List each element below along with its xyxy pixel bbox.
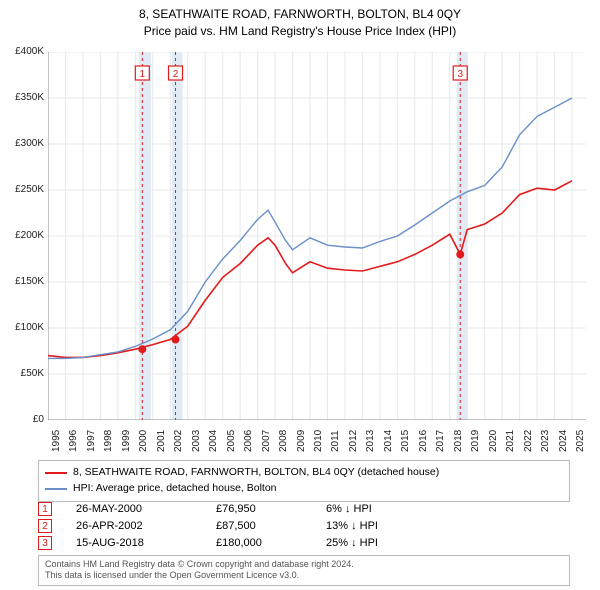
event-row: 3 15-AUG-2018£180,00025% ↓ HPI [38,536,570,550]
x-tick-label: 2009 [296,430,307,452]
y-tick-label: £0 [0,414,44,425]
x-tick-label: 1996 [68,430,79,452]
event-delta: 6% ↓ HPI [326,503,372,515]
title-block: 8, SEATHWAITE ROAD, FARNWORTH, BOLTON, B… [0,0,600,40]
x-tick-label: 2023 [540,430,551,452]
event-date: 26-APR-2002 [76,520,216,532]
x-tick-label: 2000 [138,430,149,452]
x-tick-label: 2021 [505,430,516,452]
x-tick-label: 1998 [103,430,114,452]
x-tick-label: 2006 [243,430,254,452]
event-badge: 2 [38,519,52,533]
x-tick-label: 2019 [470,430,481,452]
event-badge: 1 [38,502,52,516]
x-tick-label: 2024 [558,430,569,452]
y-tick-label: £400K [0,46,44,57]
legend-label: HPI: Average price, detached house, Bolt… [73,481,277,497]
event-row: 2 26-APR-2002£87,50013% ↓ HPI [38,519,570,533]
x-tick-label: 2003 [191,430,202,452]
y-tick-label: £100K [0,322,44,333]
y-tick-label: £300K [0,138,44,149]
x-tick-label: 2017 [435,430,446,452]
svg-text:2: 2 [173,69,179,80]
y-tick-label: £150K [0,276,44,287]
legend-swatch-hpi [45,488,67,490]
footer: Contains HM Land Registry data © Crown c… [38,555,570,586]
x-tick-label: 2004 [208,430,219,452]
x-tick-label: 2020 [488,430,499,452]
event-date: 15-AUG-2018 [76,537,216,549]
x-tick-label: 2016 [418,430,429,452]
x-tick-label: 2001 [156,430,167,452]
footer-line: This data is licensed under the Open Gov… [45,570,563,582]
x-tick-label: 2018 [453,430,464,452]
svg-text:1: 1 [140,69,146,80]
x-tick-label: 1997 [86,430,97,452]
price-chart: 1 2 3 [48,52,586,420]
event-price: £87,500 [216,520,326,532]
legend-row: 8, SEATHWAITE ROAD, FARNWORTH, BOLTON, B… [45,465,563,481]
x-tick-label: 2002 [173,430,184,452]
title-address: 8, SEATHWAITE ROAD, FARNWORTH, BOLTON, B… [0,6,600,23]
y-tick-label: £50K [0,368,44,379]
x-axis-labels: 1995 1996 1997 1998 1999 2000 2001 2002 2003 2004… [48,422,586,462]
legend-label: 8, SEATHWAITE ROAD, FARNWORTH, BOLTON, B… [73,465,439,481]
y-tick-label: £200K [0,230,44,241]
title-subtitle: Price paid vs. HM Land Registry's House … [0,23,600,40]
event-delta: 13% ↓ HPI [326,520,378,532]
legend-row: HPI: Average price, detached house, Bolt… [45,481,563,497]
y-tick-label: £350K [0,92,44,103]
event-delta: 25% ↓ HPI [326,537,378,549]
x-tick-label: 2008 [278,430,289,452]
event-date: 26-MAY-2000 [76,503,216,515]
x-tick-label: 2007 [261,430,272,452]
legend: 8, SEATHWAITE ROAD, FARNWORTH, BOLTON, B… [38,460,570,502]
event-badge: 3 [38,536,52,550]
x-tick-label: 2013 [365,430,376,452]
x-tick-label: 2012 [348,430,359,452]
legend-swatch-price [45,472,67,474]
x-tick-label: 2005 [226,430,237,452]
events-table: 1 26-MAY-2000£76,9506% ↓ HPI 2 26-APR-2002£… [38,502,570,553]
x-tick-label: 1995 [51,430,62,452]
y-tick-label: £250K [0,184,44,195]
x-tick-label: 2022 [523,430,534,452]
event-price: £180,000 [216,537,326,549]
x-tick-label: 2014 [383,430,394,452]
x-tick-label: 2015 [400,430,411,452]
x-tick-label: 2011 [330,430,341,452]
x-tick-label: 2025 [575,430,586,452]
event-price: £76,950 [216,503,326,515]
svg-text:3: 3 [457,69,463,80]
event-row: 1 26-MAY-2000£76,9506% ↓ HPI [38,502,570,516]
chart-svg: 1 2 3 [48,52,586,420]
x-tick-label: 1999 [121,430,132,452]
footer-line: Contains HM Land Registry data © Crown c… [45,559,563,571]
x-tick-label: 2010 [313,430,324,452]
